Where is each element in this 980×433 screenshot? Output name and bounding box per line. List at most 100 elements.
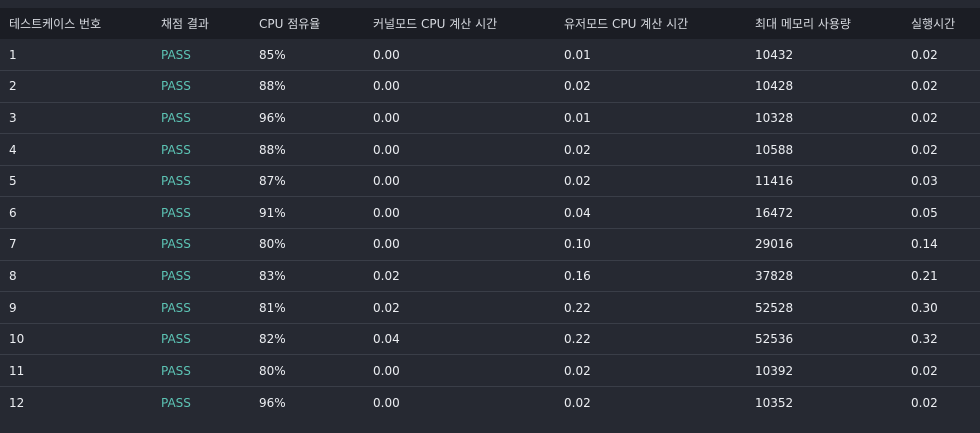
cell-cpu-usage: 87% — [259, 174, 286, 189]
cell-kernel-cpu-time: 0.00 — [373, 174, 400, 189]
table-row: 4 PASS 88% 0.00 0.02 10588 0.02 — [0, 134, 980, 166]
header-kernel-cpu-time: 커널모드 CPU 계산 시간 — [373, 17, 498, 31]
cell-kernel-cpu-time: 0.00 — [373, 205, 400, 220]
cell-testcase-number: 5 — [9, 174, 17, 189]
cell-kernel-cpu-time: 0.00 — [373, 47, 400, 62]
cell-max-memory: 11416 — [755, 174, 794, 189]
cell-max-memory: 52536 — [755, 332, 794, 347]
cell-max-memory: 10392 — [755, 363, 794, 378]
cell-run-time: 0.03 — [911, 174, 938, 189]
cell-testcase-number: 7 — [9, 237, 17, 252]
table-row: 12 PASS 96% 0.00 0.02 10352 0.02 — [0, 387, 980, 419]
header-grading-result: 채점 결과 — [161, 17, 209, 31]
cell-kernel-cpu-time: 0.02 — [373, 300, 400, 315]
cell-testcase-number: 10 — [9, 332, 25, 347]
cell-grading-result: PASS — [161, 363, 191, 378]
cell-user-cpu-time: 0.10 — [564, 237, 591, 252]
table-row: 1 PASS 85% 0.00 0.01 10432 0.02 — [0, 39, 980, 71]
cell-kernel-cpu-time: 0.00 — [373, 79, 400, 94]
cell-cpu-usage: 81% — [259, 300, 286, 315]
cell-testcase-number: 3 — [9, 110, 17, 125]
cell-testcase-number: 4 — [9, 142, 17, 157]
cell-grading-result: PASS — [161, 142, 191, 157]
cell-user-cpu-time: 0.01 — [564, 47, 591, 62]
cell-kernel-cpu-time: 0.02 — [373, 268, 400, 283]
cell-run-time: 0.21 — [911, 268, 938, 283]
cell-testcase-number: 9 — [9, 300, 17, 315]
cell-run-time: 0.14 — [911, 237, 938, 252]
cell-testcase-number: 1 — [9, 47, 17, 62]
top-strip — [0, 0, 980, 8]
cell-testcase-number: 11 — [9, 363, 25, 378]
testcase-results-table: 테스트케이스 번호 채점 결과 CPU 점유율 커널모드 CPU 계산 시간 유… — [0, 8, 980, 418]
cell-cpu-usage: 96% — [259, 110, 286, 125]
cell-grading-result: PASS — [161, 237, 191, 252]
cell-kernel-cpu-time: 0.00 — [373, 110, 400, 125]
cell-cpu-usage: 80% — [259, 363, 286, 378]
table-row: 11 PASS 80% 0.00 0.02 10392 0.02 — [0, 355, 980, 387]
cell-max-memory: 52528 — [755, 300, 794, 315]
cell-cpu-usage: 91% — [259, 205, 286, 220]
cell-max-memory: 29016 — [755, 237, 794, 252]
cell-user-cpu-time: 0.16 — [564, 268, 591, 283]
cell-run-time: 0.30 — [911, 300, 938, 315]
cell-testcase-number: 6 — [9, 205, 17, 220]
cell-cpu-usage: 96% — [259, 395, 286, 410]
header-max-memory: 최대 메모리 사용량 — [755, 17, 851, 31]
cell-max-memory: 10428 — [755, 79, 794, 94]
cell-run-time: 0.02 — [911, 47, 938, 62]
cell-user-cpu-time: 0.02 — [564, 174, 591, 189]
cell-cpu-usage: 88% — [259, 142, 286, 157]
cell-max-memory: 10432 — [755, 47, 794, 62]
table-row: 7 PASS 80% 0.00 0.10 29016 0.14 — [0, 229, 980, 261]
cell-kernel-cpu-time: 0.00 — [373, 237, 400, 252]
cell-grading-result: PASS — [161, 205, 191, 220]
cell-cpu-usage: 82% — [259, 332, 286, 347]
header-user-cpu-time: 유저모드 CPU 계산 시간 — [564, 17, 689, 31]
cell-max-memory: 10588 — [755, 142, 794, 157]
cell-grading-result: PASS — [161, 47, 191, 62]
cell-user-cpu-time: 0.02 — [564, 363, 591, 378]
table-row: 3 PASS 96% 0.00 0.01 10328 0.02 — [0, 102, 980, 134]
cell-user-cpu-time: 0.04 — [564, 205, 591, 220]
cell-kernel-cpu-time: 0.00 — [373, 142, 400, 157]
cell-run-time: 0.05 — [911, 205, 938, 220]
cell-grading-result: PASS — [161, 395, 191, 410]
cell-cpu-usage: 80% — [259, 237, 286, 252]
cell-run-time: 0.02 — [911, 142, 938, 157]
cell-cpu-usage: 88% — [259, 79, 286, 94]
table-body: 1 PASS 85% 0.00 0.01 10432 0.02 2 PASS 88% 0.00 0.0… — [0, 39, 980, 418]
table-row: 8 PASS 83% 0.02 0.16 37828 0.21 — [0, 260, 980, 292]
cell-user-cpu-time: 0.01 — [564, 110, 591, 125]
cell-grading-result: PASS — [161, 174, 191, 189]
cell-grading-result: PASS — [161, 79, 191, 94]
cell-testcase-number: 12 — [9, 395, 25, 410]
table-row: 9 PASS 81% 0.02 0.22 52528 0.30 — [0, 292, 980, 324]
cell-user-cpu-time: 0.22 — [564, 332, 591, 347]
header-cpu-usage: CPU 점유율 — [259, 17, 321, 31]
header-testcase-number: 테스트케이스 번호 — [9, 17, 102, 31]
cell-user-cpu-time: 0.02 — [564, 142, 591, 157]
header-row: 테스트케이스 번호 채점 결과 CPU 점유율 커널모드 CPU 계산 시간 유… — [0, 8, 980, 39]
table-header: 테스트케이스 번호 채점 결과 CPU 점유율 커널모드 CPU 계산 시간 유… — [0, 8, 980, 39]
table-row: 6 PASS 91% 0.00 0.04 16472 0.05 — [0, 197, 980, 229]
cell-user-cpu-time: 0.22 — [564, 300, 591, 315]
cell-testcase-number: 8 — [9, 268, 17, 283]
cell-cpu-usage: 83% — [259, 268, 286, 283]
cell-max-memory: 10352 — [755, 395, 794, 410]
cell-run-time: 0.02 — [911, 363, 938, 378]
table-row: 5 PASS 87% 0.00 0.02 11416 0.03 — [0, 165, 980, 197]
cell-run-time: 0.32 — [911, 332, 938, 347]
header-run-time: 실행시간 — [911, 17, 956, 31]
cell-run-time: 0.02 — [911, 79, 938, 94]
cell-run-time: 0.02 — [911, 395, 938, 410]
cell-max-memory: 10328 — [755, 110, 794, 125]
cell-user-cpu-time: 0.02 — [564, 395, 591, 410]
cell-kernel-cpu-time: 0.00 — [373, 395, 400, 410]
cell-testcase-number: 2 — [9, 79, 17, 94]
cell-grading-result: PASS — [161, 268, 191, 283]
cell-run-time: 0.02 — [911, 110, 938, 125]
cell-kernel-cpu-time: 0.00 — [373, 363, 400, 378]
cell-grading-result: PASS — [161, 110, 191, 125]
table-row: 2 PASS 88% 0.00 0.02 10428 0.02 — [0, 71, 980, 103]
